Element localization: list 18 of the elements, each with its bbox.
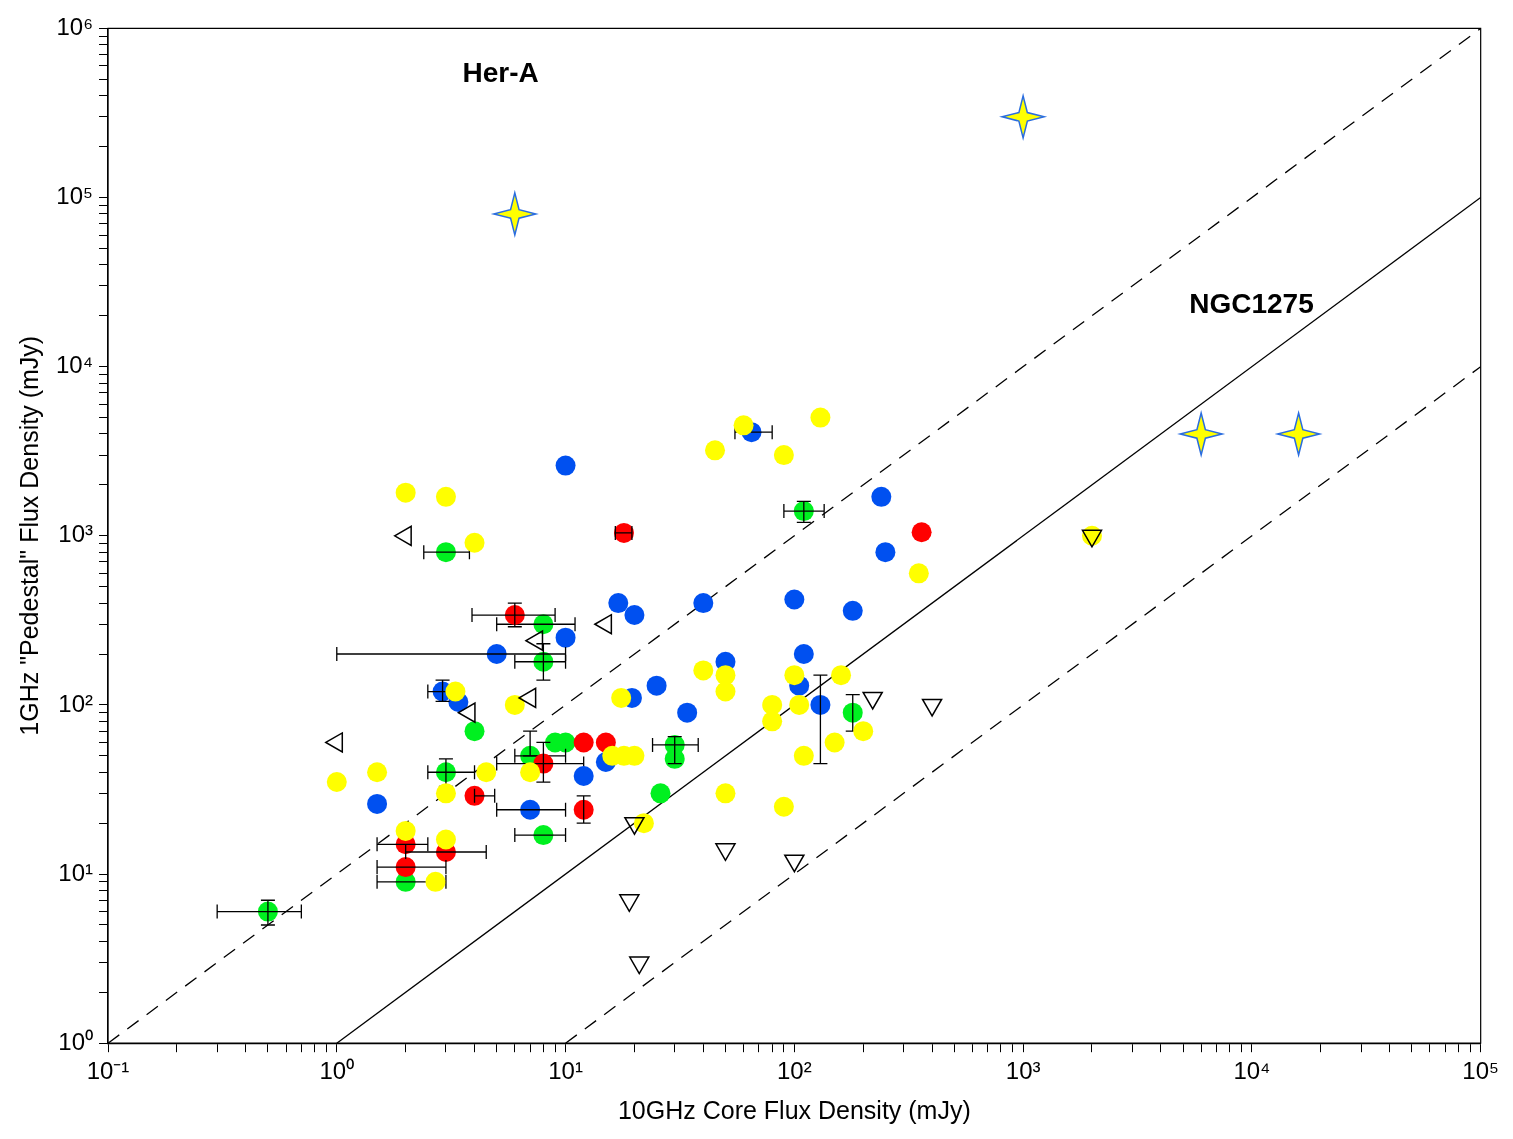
y-tick-label: 10⁶ (56, 13, 94, 41)
annotation: NGC1275 (1189, 288, 1314, 320)
y-tick-label: 10² (58, 689, 94, 717)
y-tick-label: 10⁰ (58, 1027, 94, 1055)
y-tick-label: 10⁴ (55, 351, 94, 379)
annotation: Her-A (462, 56, 539, 88)
x-axis-title: 10GHz Core Flux Density (mJy) (617, 1095, 971, 1124)
x-tick-label: 10³ (1005, 1057, 1041, 1085)
y-axis-title: 1GHz "Pedestal" Flux Density (mJy) (14, 335, 43, 736)
x-tick-label: 10² (777, 1057, 812, 1085)
x-tick-label: 10⁻¹ (86, 1057, 130, 1085)
x-tick-label: 10¹ (548, 1057, 583, 1085)
y-tick-label: 10⁵ (56, 182, 94, 210)
y-tick-label: 10¹ (58, 858, 94, 886)
y-tick-label: 10³ (58, 520, 94, 548)
x-tick-label: 10⁰ (319, 1057, 355, 1085)
x-tick-label: 10⁵ (1462, 1057, 1500, 1085)
x-tick-label: 10⁴ (1233, 1057, 1271, 1085)
